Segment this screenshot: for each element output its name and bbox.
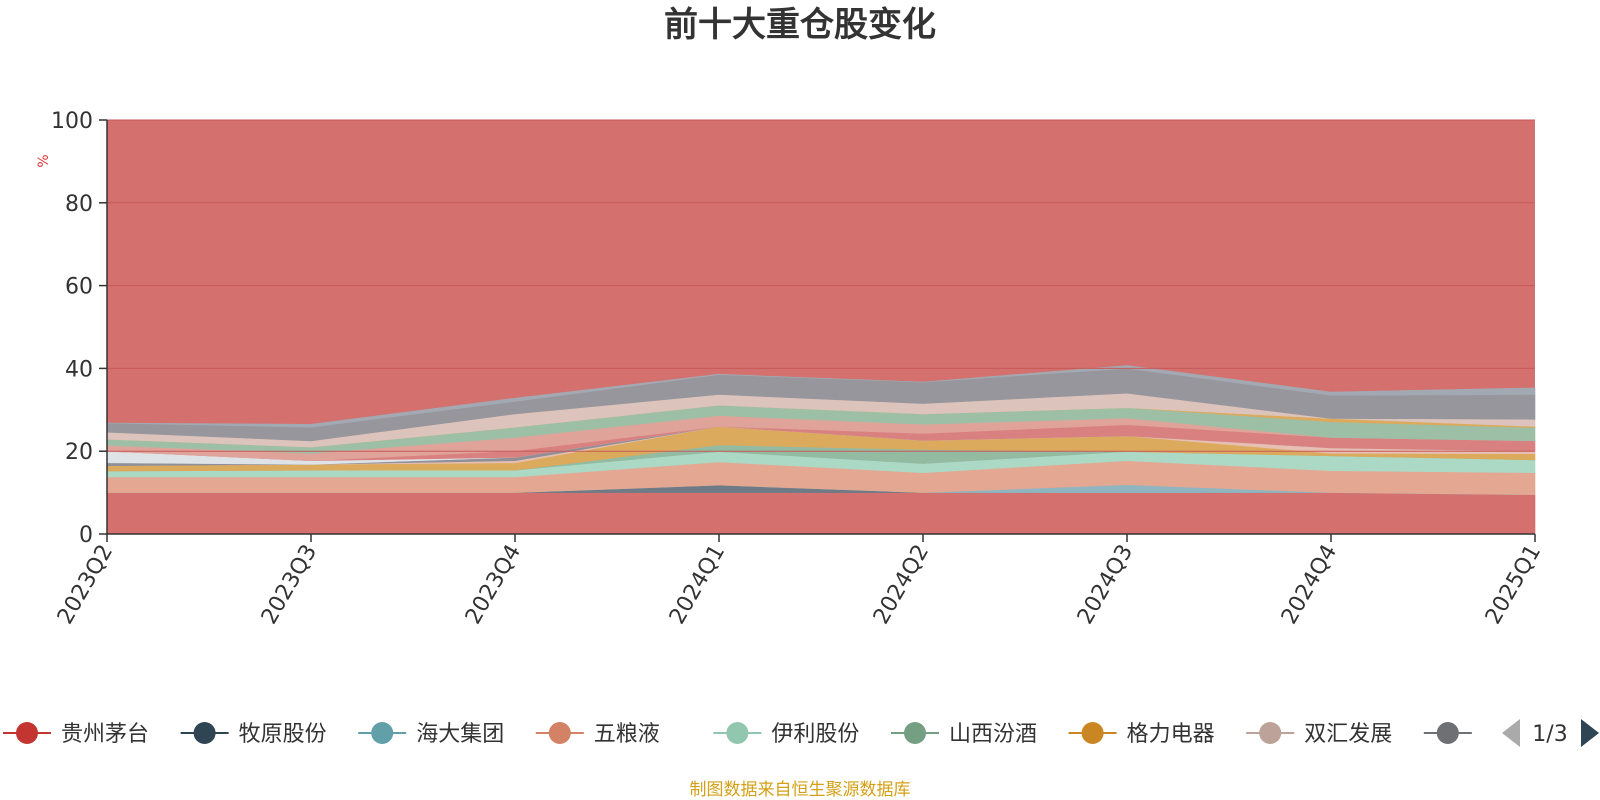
legend-label: 牧原股份 — [239, 722, 327, 747]
legend-label: 海大集团 — [416, 722, 504, 747]
legend-item[interactable]: 五粮液 — [535, 722, 660, 747]
legend-label: 伊利股份 — [771, 722, 859, 747]
x-tick-label: 2023Q4 — [461, 541, 526, 629]
legend-prev-icon[interactable] — [1502, 719, 1520, 747]
legend-swatch-icon — [371, 722, 394, 744]
legend-swatch-icon — [548, 722, 571, 744]
axes — [106, 120, 1535, 535]
legend-item[interactable]: 海大集团 — [358, 722, 504, 747]
stacked-areas — [106, 365, 1536, 535]
legend-item[interactable]: 伊利股份 — [713, 722, 859, 747]
x-tick-label: 2023Q2 — [53, 541, 118, 629]
area-series-1 — [106, 492, 1536, 535]
legend-label: 双汇发展 — [1304, 722, 1392, 747]
grid-lines — [107, 119, 1535, 452]
legend-swatch-icon — [16, 722, 38, 744]
y-tick-label: 80 — [65, 192, 93, 217]
data-source-note: 制图数据来自恒生聚源数据库 — [690, 780, 911, 800]
legend-item[interactable]: 牧原股份 — [180, 722, 327, 747]
legend-label: 格力电器 — [1127, 722, 1215, 747]
legend-swatch-icon — [1259, 722, 1282, 744]
y-tick-label: 0 — [79, 523, 93, 548]
x-tick-label: 2023Q3 — [257, 541, 322, 629]
y-tick-label: 100 — [51, 109, 93, 134]
y-axis-ticks: 0 20 40 60 80 100 — [51, 109, 107, 548]
legend-item[interactable]: 双汇发展 — [1246, 722, 1392, 747]
legend: 贵州茅台 牧原股份 海大集团 五粮液 伊利股份 山西汾酒 格力电器 双汇发展 青岛啤酒 — [3, 722, 1570, 747]
y-axis-unit: % — [36, 154, 52, 167]
legend-item[interactable]: 贵州茅台 — [3, 722, 149, 747]
legend-item[interactable]: 山西汾酒 — [891, 722, 1037, 747]
legend-swatch-icon — [193, 722, 216, 744]
y-tick-label: 60 — [65, 275, 93, 300]
y-tick-label: 20 — [65, 440, 93, 465]
x-tick-label: 2025Q1 — [1481, 541, 1546, 629]
legend-label: 五粮液 — [594, 722, 660, 747]
y-tick-label: 40 — [65, 357, 93, 382]
x-tick-label: 2024Q3 — [1073, 541, 1138, 629]
legend-pager: 1/3 — [1502, 719, 1599, 747]
x-tick-label: 2024Q2 — [869, 541, 934, 629]
legend-swatch-icon — [726, 722, 749, 744]
legend-label: 山西汾酒 — [949, 722, 1037, 747]
legend-next-icon[interactable] — [1581, 719, 1599, 747]
x-tick-label: 2024Q1 — [665, 541, 730, 629]
legend-item[interactable]: 青岛啤酒 — [1423, 722, 1570, 747]
legend-swatch-icon — [904, 722, 926, 744]
legend-swatch-icon — [1081, 722, 1104, 744]
chart-title: 前十大重仓股变化 — [664, 5, 936, 45]
legend-swatch-icon — [1436, 722, 1459, 744]
legend-page-indicator: 1/3 — [1532, 722, 1567, 747]
x-tick-label: 2024Q4 — [1277, 541, 1342, 629]
area-series-17 — [106, 365, 1536, 428]
legend-item[interactable]: 格力电器 — [1068, 722, 1215, 747]
x-axis-ticks: 2023Q2 2023Q3 2023Q4 2024Q1 2024Q2 2024Q3 2024… — [53, 534, 1546, 629]
legend-label: 贵州茅台 — [61, 722, 149, 747]
